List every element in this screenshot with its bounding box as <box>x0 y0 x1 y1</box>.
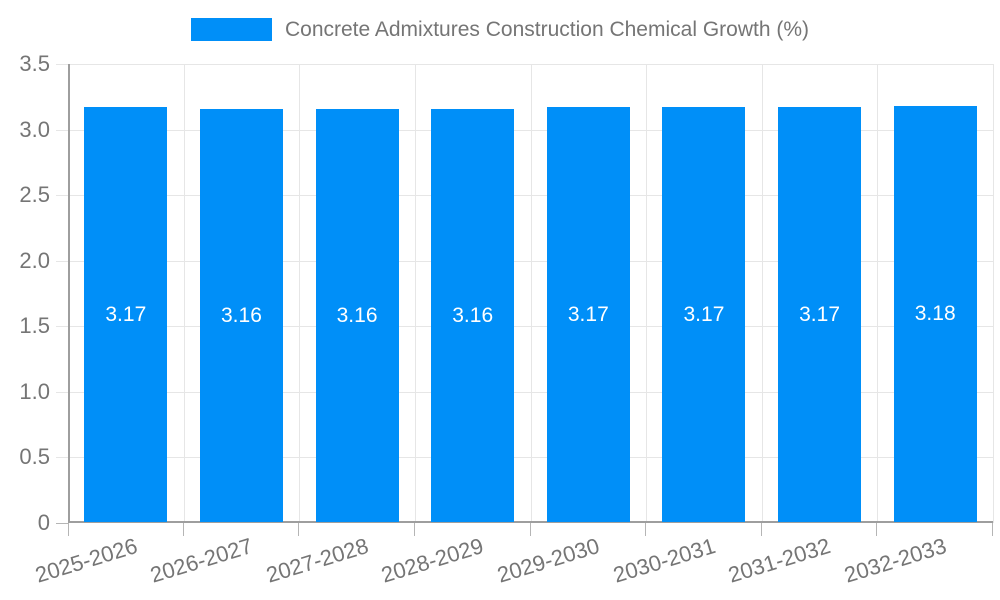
x-axis-tick-label: 2025-2026 <box>31 533 140 588</box>
y-tick-mark <box>56 457 68 459</box>
v-gridline <box>414 64 416 523</box>
bar-value-label: 3.17 <box>683 303 725 327</box>
y-tick-mark <box>56 260 68 262</box>
x-axis-tick-label: 2028-2029 <box>378 533 487 588</box>
legend-swatch <box>190 18 272 41</box>
v-gridline <box>530 64 532 523</box>
y-axis-tick-label: 3.0 <box>19 116 50 142</box>
bar <box>199 108 283 522</box>
v-gridline <box>761 64 763 523</box>
y-axis-tick-label: 3.5 <box>19 51 50 76</box>
x-axis-tick-label: 2027-2028 <box>263 533 372 588</box>
bar <box>546 107 630 522</box>
x-axis-tick-label: 2029-2030 <box>494 533 603 588</box>
x-axis-tick-label: 2030-2031 <box>610 533 718 588</box>
y-axis-tick-label: 0 <box>37 510 50 535</box>
y-axis-tick-label: 0.5 <box>19 444 50 470</box>
y-axis-tick-label: 2.0 <box>19 247 50 273</box>
plot-area: 0 0.5 1.0 1.5 2.0 2.5 3.0 3.5 3.17 3.16 3.16 3.16 3.… <box>19 53 994 588</box>
bar-value-label: 3.16 <box>221 303 262 327</box>
bar <box>662 107 746 522</box>
y-tick-mark <box>56 64 68 65</box>
chart-title: Concrete Admixtures Construction Chemica… <box>284 18 809 41</box>
v-gridline <box>877 64 879 523</box>
bar-value-label: 3.18 <box>914 302 956 326</box>
y-tick-mark <box>56 195 68 197</box>
bar <box>315 108 399 522</box>
bar-value-label: 3.16 <box>452 303 494 327</box>
x-tick-mark <box>876 523 878 536</box>
bar-value-label: 3.17 <box>567 303 609 327</box>
y-axis-tick-label: 2.5 <box>19 182 50 208</box>
bar-value-label: 3.17 <box>799 303 840 327</box>
bar <box>893 105 977 522</box>
x-axis-line <box>68 521 993 523</box>
x-tick-mark <box>68 523 69 536</box>
v-gridline <box>646 64 648 523</box>
y-tick-mark <box>56 523 68 524</box>
y-tick-mark <box>56 391 68 393</box>
bar <box>778 107 862 522</box>
x-tick-mark <box>992 523 993 536</box>
bar-value-label: 3.16 <box>336 303 378 327</box>
x-tick-mark <box>760 523 762 536</box>
x-tick-mark <box>413 523 415 536</box>
legend: Concrete Admixtures Construction Chemica… <box>0 18 1000 41</box>
x-axis-tick-label: 2031-2032 <box>725 533 834 588</box>
v-gridline <box>993 64 994 523</box>
x-axis-tick-label: 2032-2033 <box>841 533 950 588</box>
v-gridline <box>299 64 301 523</box>
bar-value-label: 3.17 <box>105 303 147 327</box>
y-axis-line <box>68 64 70 523</box>
x-tick-mark <box>182 523 184 536</box>
x-tick-mark <box>645 523 647 536</box>
y-tick-mark <box>56 326 68 328</box>
y-axis-tick-label: 1.5 <box>19 313 50 339</box>
x-axis-tick-label: 2026-2027 <box>147 533 256 588</box>
y-tick-mark <box>56 129 68 131</box>
x-tick-mark <box>529 523 531 536</box>
y-axis-tick-label: 1.0 <box>19 378 50 404</box>
v-gridline <box>183 64 185 523</box>
x-tick-mark <box>298 523 300 536</box>
bar <box>84 107 168 522</box>
bar <box>431 108 515 522</box>
